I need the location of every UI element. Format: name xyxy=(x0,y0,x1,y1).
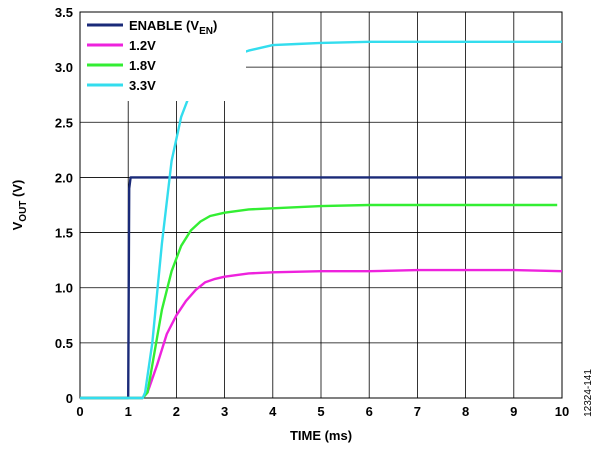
x-tick-label: 1 xyxy=(125,404,132,419)
y-tick-label: 0.5 xyxy=(55,336,73,351)
x-tick-label: 0 xyxy=(76,404,83,419)
y-tick-label: 3.5 xyxy=(55,5,73,20)
plot-frame xyxy=(79,11,563,399)
x-tick-label: 10 xyxy=(555,404,569,419)
figure-id: 12324-141 xyxy=(583,369,594,417)
series-line-2 xyxy=(80,203,558,400)
x-tick-label: 8 xyxy=(462,404,469,419)
legend-label-3: 3.3V xyxy=(129,78,156,93)
legend-label-2: 1.8V xyxy=(129,58,156,73)
legend-label-0: ENABLE (VEN) xyxy=(129,18,217,37)
series-line-1 xyxy=(80,268,563,400)
x-tick-label: 9 xyxy=(510,404,517,419)
x-axis-title: TIME (ms) xyxy=(290,428,352,443)
tick-labels: 0 1 2 3 4 5 6 7 8 9 10 0 0.5 1.0 1.5 2.0 2.5 3.0 3.5 xyxy=(55,5,569,419)
y-axis-title: VOUT (V) xyxy=(10,180,29,231)
y-tick-label: 1.5 xyxy=(55,226,73,241)
y-axis-title-main: V xyxy=(10,221,25,230)
x-tick-label: 6 xyxy=(366,404,373,419)
x-tick-label: 3 xyxy=(221,404,228,419)
y-tick-label: 3.0 xyxy=(55,60,73,75)
legend: ENABLE (VEN)1.2V 1.8V 3.3V xyxy=(81,13,246,101)
y-tick-label: 2.0 xyxy=(55,170,73,185)
x-tick-label: 2 xyxy=(173,404,180,419)
y-tick-label: 2.5 xyxy=(55,115,73,130)
legend-label-1: 1.2V xyxy=(129,38,156,53)
y-tick-label: 1.0 xyxy=(55,281,73,296)
x-tick-label: 4 xyxy=(269,404,277,419)
x-tick-label: 5 xyxy=(317,404,324,419)
y-axis-title-sub: OUT xyxy=(18,201,29,222)
x-tick-label: 7 xyxy=(414,404,421,419)
y-axis-title-unit: (V) xyxy=(10,180,25,201)
y-tick-label: 0 xyxy=(66,391,73,406)
